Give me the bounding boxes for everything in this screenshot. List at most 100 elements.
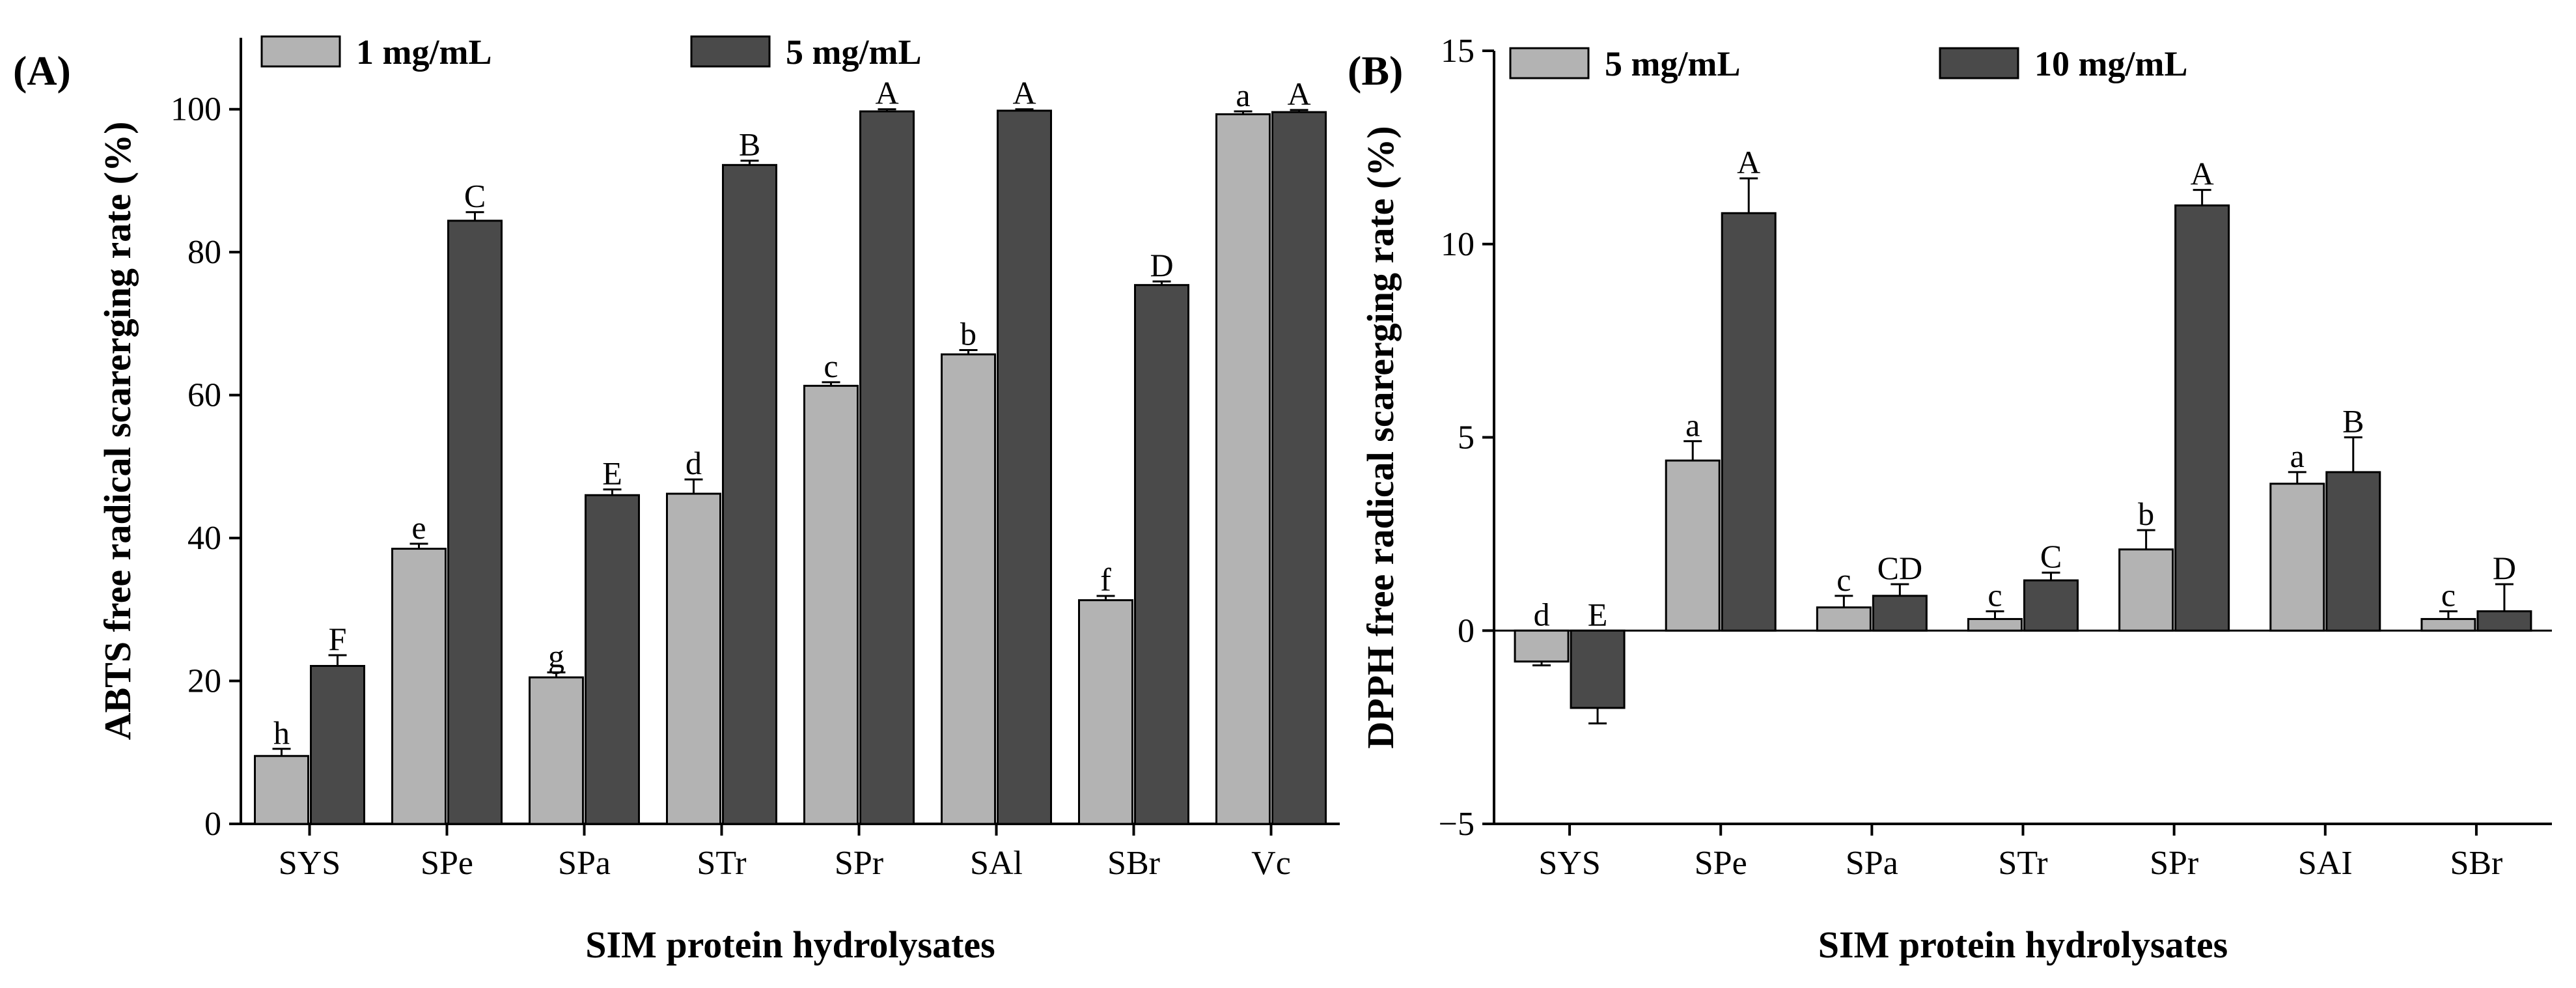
significance-label: C [464,178,486,214]
panel-b-dpph-chart: −5 0 5 10 15 SYS d E SPe a A SPa c CD STr c C SPr b A SAI a B S… [1348,33,2552,966]
bar [1665,459,1721,632]
bar [1816,606,1872,632]
significance-label: D [1150,247,1173,283]
significance-label: A [1287,76,1310,112]
bar [254,755,309,825]
significance-label: g [548,638,564,674]
x-axis-title: SIM protein hydrolysates [585,924,995,966]
significance-label: CD [1877,550,1922,586]
legend-label: 10 mg/mL [2034,44,2188,83]
bar [585,494,640,825]
bar [2118,548,2174,632]
significance-label: e [411,509,426,546]
category-label: SPa [1846,845,1898,882]
significance-label: B [2342,403,2364,440]
significance-label: h [273,714,290,751]
bar [1215,113,1271,825]
significance-label: c [1987,577,2002,614]
significance-label: a [1685,406,1700,443]
legend-label: 1 mg/mL [356,33,492,72]
significance-label: B [739,126,760,163]
y-axis-title: DPPH free radical scarerging rate (%) [1359,126,1402,748]
significance-label: F [329,621,347,657]
panel-label: (B) [1348,48,1403,94]
bar [1570,629,1626,709]
bar [1078,599,1133,825]
legend-label: 5 mg/mL [786,33,922,72]
bar [1721,212,1777,632]
y-tick-label: 0 [204,806,221,843]
bar [2476,610,2532,632]
significance-label: d [686,445,702,481]
legend-swatch [1509,47,1590,79]
category-label: SPr [835,845,883,882]
y-tick-label: 60 [187,377,221,414]
category-label: SBr [1107,845,1160,882]
y-tick-label: −5 [1439,806,1475,843]
legend-swatch [690,35,771,68]
bar [2174,204,2230,632]
significance-label: a [2290,438,2305,474]
significance-label: c [1836,561,1851,598]
bar [529,676,584,825]
category-label: SBr [2450,845,2502,882]
category-label: SYS [279,845,340,882]
bar [941,353,996,825]
bar [2325,471,2381,632]
y-tick-label: 5 [1458,419,1475,457]
significance-label: c [2441,577,2456,614]
bar [447,219,503,825]
legend-swatch [1939,47,2019,79]
y-tick-label: 10 [1441,226,1475,263]
significance-label: b [2138,496,2154,532]
bar [2269,483,2325,632]
significance-label: d [1534,596,1550,632]
bar [666,492,721,825]
significance-label: a [1236,77,1250,113]
y-axis-title: ABTS free radical scarerging rate (%) [96,122,139,741]
category-label: Vc [1251,845,1291,882]
category-label: SYS [1538,845,1600,882]
y-tick-label: 100 [171,91,221,128]
bar [2023,579,2079,632]
category-label: SPa [558,845,611,882]
category-label: SAl [970,845,1023,882]
bar [1967,617,2023,632]
bar [1134,284,1189,825]
bar [722,163,777,825]
significance-label: A [2191,156,2214,192]
category-label: SAI [2298,845,2353,882]
y-tick-label: 0 [1458,612,1475,649]
significance-label: D [2493,550,2516,586]
legend-label: 5 mg/mL [1605,44,1741,83]
bar [997,109,1052,825]
category-label: STr [1998,845,2047,882]
y-tick-label: 20 [187,663,221,700]
category-label: SPe [421,845,473,882]
category-label: SPr [2150,845,2198,882]
y-tick-label: 80 [187,234,221,271]
bar [859,110,915,825]
y-tick-label: 40 [187,520,221,557]
significance-label: A [1737,144,1760,180]
bar [1872,595,1928,632]
bar [1514,629,1570,663]
significance-label: E [602,455,622,491]
y-tick-label: 15 [1441,33,1475,70]
significance-label: c [824,348,838,384]
bar [391,548,447,825]
bar [2420,617,2476,632]
significance-label: E [1588,596,1608,632]
bar [310,665,365,825]
significance-label: b [960,316,976,352]
significance-label: f [1100,561,1111,598]
category-label: STr [697,845,746,882]
significance-label: A [875,75,898,111]
panel-label: (A) [13,48,71,94]
category-label: SPe [1695,845,1747,882]
x-axis-title: SIM protein hydrolysates [1818,924,2228,966]
panel-a-abts-chart: 0 20 40 60 80 100 SYS h F SPe e C SPa g E STr d B SPr c A SAl… [13,33,1340,966]
legend-swatch [260,35,341,68]
significance-label: A [1012,75,1036,111]
